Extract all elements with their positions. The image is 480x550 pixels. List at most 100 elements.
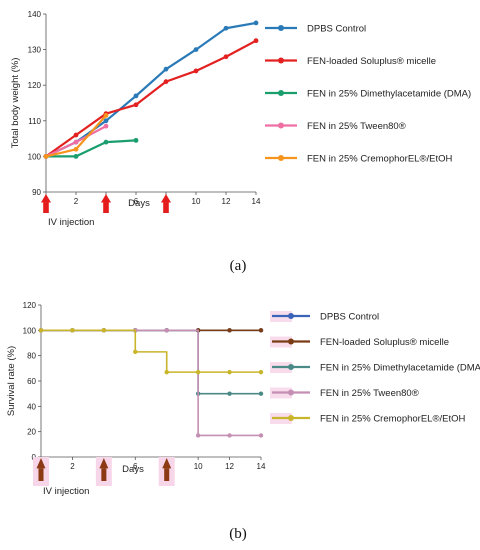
chart-b-legend-entry-1: FEN-loaded Soluplus® micelle [270,336,449,348]
chart-b-series-point-4 [70,328,75,333]
chart-b-legend-entry-2: FEN in 25% Dimethylacetamide (DMA) [270,362,480,374]
chart-a-series-point-1 [133,102,139,108]
chart-a-y-tick-label: 140 [28,10,42,19]
chart-b-series-point-1 [227,328,232,333]
chart-a-x-tick-label: 2 [74,197,79,206]
chart-b-legend-label-2: FEN in 25% Dimethylacetamide (DMA) [320,363,480,374]
chart-b-series-point-3 [227,433,232,438]
chart-a: 9010011012013014002468101214Total body w… [10,10,471,228]
chart-a-x-tick-label: 10 [192,197,201,206]
chart-a-legend-entry-0: DPBS Control [265,24,366,35]
chart-b-arrow-head [99,458,109,469]
chart-a-legend-label-3: FEN in 25% Tween80® [307,121,406,132]
chart-b-series-point-2 [227,391,232,396]
chart-b-series-point-4 [258,369,264,375]
chart-a-legend-entry-3: FEN in 25% Tween80® [265,121,406,132]
chart-b-legend-swatch-marker [288,389,294,396]
chart-a-series-point-1 [73,132,79,138]
chart-a-injection-arrow [101,194,111,213]
chart-a-y-tick-label: 110 [28,117,41,126]
chart-b-series-point-3 [164,328,169,333]
chart-a-series-line-1 [45,39,257,158]
chart-b-legend-entry-4: FEN in 25% CremophorEL®/EtOH [270,413,465,425]
chart-a-arrow-shaft [163,202,169,213]
chart-b-series-line-2 [41,329,261,395]
chart-a-y-tick-label: 120 [28,81,42,90]
chart-b-series-line-4 [41,329,261,373]
chart-b-arrow-head [36,458,46,469]
chart-a-y-tick-label: 100 [28,152,42,161]
chart-a-legend-label-2: FEN in 25% Dimethylacetamide (DMA) [307,89,471,100]
chart-b-panel-label: (b) [229,526,247,542]
chart-a-y-tick-label: 90 [32,188,41,197]
chart-b-x-tick-label: 10 [194,462,203,471]
chart-b-legend-swatch-marker [288,415,294,421]
chart-b-y-tick-label: 80 [27,352,36,361]
chart-b-arrow-shaft [164,468,170,481]
chart-a-panel-label: (a) [230,258,247,274]
chart-b-arrow-shaft [101,468,107,481]
chart-a-y-axis-title: Total body weight (%) [10,58,21,149]
chart-b-series-point-3 [195,433,201,438]
chart-b-legend: DPBS Control FEN-loaded Soluplus® micelle… [270,311,480,425]
chart-a-series-point-1 [163,79,169,85]
chart-b-legend-label-4: FEN in 25% CremophorEL®/EtOH [320,414,465,425]
chart-a-series-point-3 [73,139,79,145]
chart-a-arrow-head [101,194,111,203]
chart-b-x-tick-label: 6 [133,462,138,471]
chart-a-x-axis-title: Days [128,198,150,209]
chart-a-series-point-1 [193,68,199,74]
chart-a-legend-swatch-marker [278,57,284,64]
chart-a-legend-label-0: DPBS Control [307,24,366,35]
chart-a-y-tick-label: 130 [28,46,42,55]
chart-a-legend: DPBS Control FEN-loaded Soluplus® micelle… [265,24,471,165]
chart-b-x-tick-label: 2 [70,462,75,471]
chart-b-y-tick-label: 100 [23,326,37,335]
chart-a-arrow-head [41,194,51,203]
chart-b-arrow-shaft [38,468,44,481]
chart-a-legend-label-1: FEN-loaded Soluplus® micelle [307,56,436,67]
chart-a-series-line-2 [46,139,137,158]
chart-a-series-point-3 [103,123,109,129]
chart-a-x-tick-label: 14 [252,197,261,206]
chart-a-series-point-0 [223,25,229,31]
chart-a-series-point-2 [73,154,79,159]
chart-b-series-point-2 [258,391,264,396]
chart-b-legend-swatch-marker [288,338,294,345]
chart-a-legend-entry-4: FEN in 25% CremophorEL®/EtOH [265,154,452,165]
chart-a-arrow-shaft [43,202,49,213]
chart-b-series-point-4 [227,369,232,375]
chart-b-injection-arrow [33,457,49,486]
chart-a-arrow-shaft [103,202,109,213]
chart-b-legend-entry-3: FEN in 25% Tween80® [270,387,419,399]
chart-a-series-point-2 [133,137,139,143]
chart-a-series-point-4 [43,154,49,159]
chart-b-injection-arrow [158,457,175,486]
chart-b-series-point-4 [38,328,44,333]
chart-a-legend-label-4: FEN in 25% CremophorEL®/EtOH [307,154,452,165]
chart-b-legend-label-0: DPBS Control [320,312,379,323]
chart-b-arrow-head [162,458,172,469]
chart-b-y-tick-label: 120 [23,301,37,310]
chart-b-legend-label-1: FEN-loaded Soluplus® micelle [320,337,449,348]
chart-a-series-point-2 [103,139,109,145]
chart-a-series-point-1 [253,38,259,44]
chart-b-legend-entry-0: DPBS Control [270,311,379,323]
chart-a-series-point-0 [163,66,169,72]
chart-a-series-point-4 [103,113,109,118]
chart-a-legend-entry-1: FEN-loaded Soluplus® micelle [265,56,436,67]
chart-a-legend-swatch-marker [278,155,284,161]
chart-a-x-tick-label: 6 [134,197,139,206]
chart-b-x-axis-title: Days [122,464,144,475]
chart-a-arrow-head [161,194,171,203]
chart-b-y-tick-label: 20 [27,428,36,437]
chart-b-legend-swatch-marker [288,313,294,319]
chart-a-series-point-0 [103,118,109,124]
chart-b-y-tick-label: 40 [27,402,36,411]
chart-b-series-point-1 [258,328,264,333]
chart-b-y-tick-label: 60 [27,377,36,386]
chart-b-series-point-4 [101,328,107,333]
chart-b-series-point-3 [258,433,264,438]
chart-a-x-tick-label: 12 [222,197,231,206]
